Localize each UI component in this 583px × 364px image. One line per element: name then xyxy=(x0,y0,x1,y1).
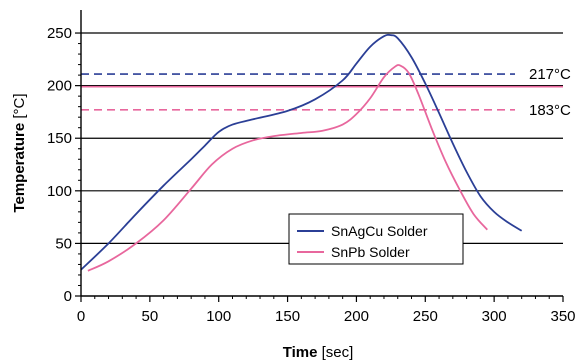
y-tick-label-150: 150 xyxy=(47,130,72,147)
reference-label-0: 217°C xyxy=(529,66,571,83)
series-line-0 xyxy=(80,33,523,271)
x-axis-title-main: Time xyxy=(283,344,318,361)
y-axis-title-unit: [°C] xyxy=(11,93,28,118)
y-tick-label-200: 200 xyxy=(47,78,72,95)
reference-lines: 217°C 183°C xyxy=(81,66,571,119)
y-tick-label-100: 100 xyxy=(47,183,72,200)
y-tick-label-250: 250 xyxy=(47,25,72,42)
y-axis-title-main: Temperature xyxy=(11,123,28,213)
y-tick-label-0: 0 xyxy=(64,288,72,305)
x-tick-label-300: 300 xyxy=(482,308,507,325)
x-axis-title: Time [sec] xyxy=(283,344,354,361)
y-axis-title: Temperature [°C] xyxy=(11,93,28,212)
x-tick-label-350: 350 xyxy=(550,308,575,325)
x-tick-label-200: 200 xyxy=(344,308,369,325)
y-tick-label-50: 50 xyxy=(55,235,72,252)
x-tick-label-150: 150 xyxy=(275,308,300,325)
grid-layer xyxy=(81,32,563,245)
legend-label-snagcu: SnAgCu Solder xyxy=(331,223,428,239)
legend: SnAgCu Solder SnPb Solder xyxy=(288,213,464,265)
x-tick-label-100: 100 xyxy=(206,308,231,325)
series-line-1 xyxy=(87,64,488,272)
series-layer xyxy=(80,33,523,272)
x-axis-title-unit: [sec] xyxy=(322,344,354,361)
legend-label-snpb: SnPb Solder xyxy=(331,244,410,260)
x-tick-label-250: 250 xyxy=(413,308,438,325)
legend-box xyxy=(288,213,464,265)
reference-label-2: 183°C xyxy=(529,102,571,119)
axes xyxy=(75,10,564,302)
x-tick-label-50: 50 xyxy=(142,308,159,325)
tick-labels: 0 50 100 150 200 250 0 50 100 150 200 250 300 350 xyxy=(47,25,576,325)
x-tick-label-0: 0 xyxy=(77,308,85,325)
